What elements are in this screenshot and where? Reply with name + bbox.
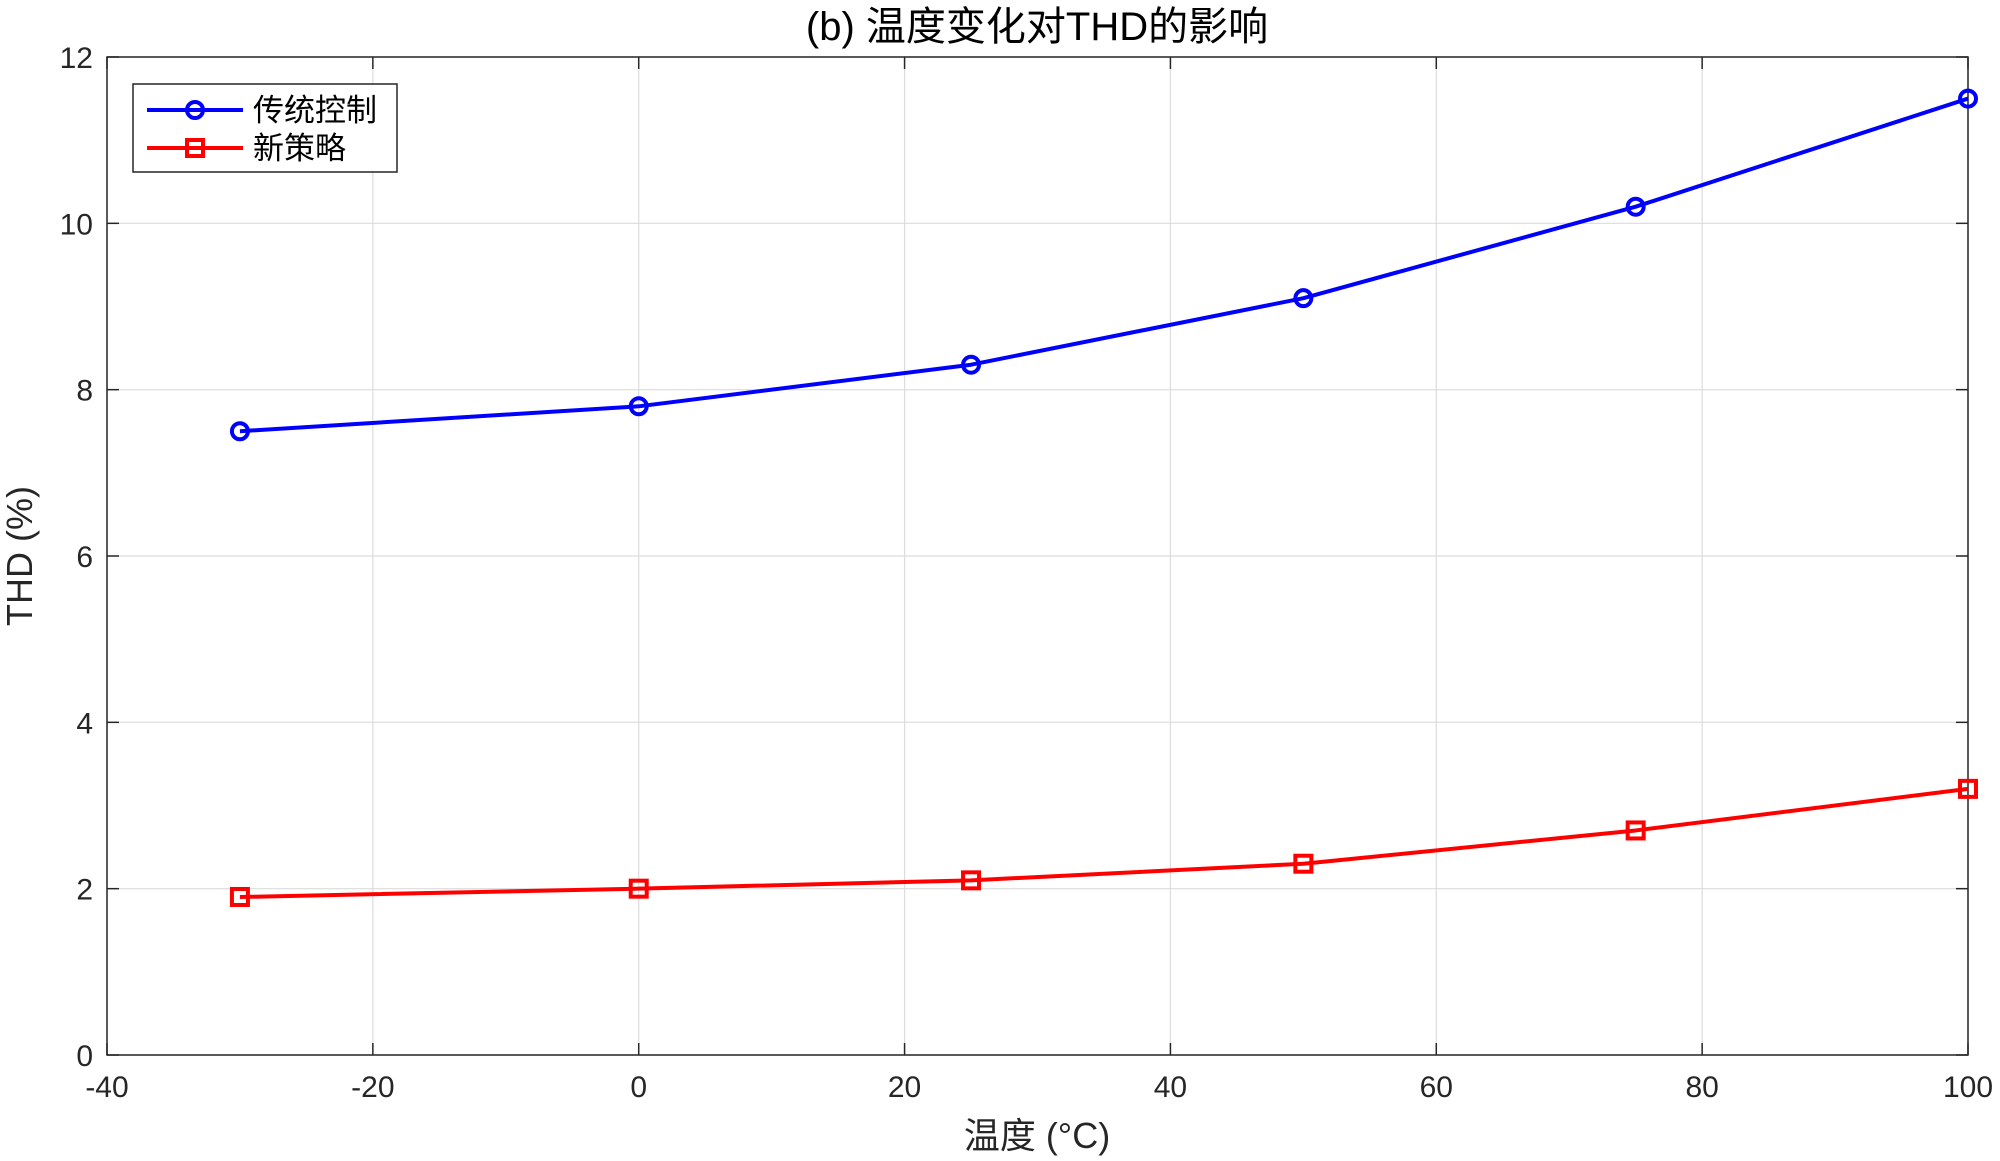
grid bbox=[106, 56, 1969, 1056]
legend-box bbox=[132, 83, 398, 173]
x-tick-label: 100 bbox=[1943, 1071, 1993, 1104]
y-tick-label: 0 bbox=[76, 1040, 93, 1073]
x-tick-label: 0 bbox=[630, 1071, 647, 1104]
legend-label-traditional: 传统控制 bbox=[253, 93, 377, 128]
x-tick-label: 40 bbox=[1154, 1071, 1187, 1104]
y-axis-label: THD (%) bbox=[0, 486, 40, 626]
data-point-circle bbox=[229, 421, 250, 442]
data-point-square bbox=[229, 886, 250, 907]
x-axis-label: 温度 (°C) bbox=[964, 1115, 1110, 1156]
x-tick-label: -20 bbox=[351, 1071, 394, 1104]
x-tick-label: 20 bbox=[888, 1071, 921, 1104]
series bbox=[229, 88, 1978, 907]
data-point-circle bbox=[1293, 288, 1314, 309]
data-point-circle bbox=[961, 354, 982, 375]
y-tick-label: 6 bbox=[76, 541, 93, 574]
data-point-circle bbox=[1958, 88, 1978, 109]
y-tick-label: 8 bbox=[76, 375, 93, 408]
data-point-square bbox=[628, 878, 649, 899]
y-tick-label: 2 bbox=[76, 874, 93, 907]
legend: 传统控制 新策略 bbox=[132, 83, 398, 173]
legend-label-new: 新策略 bbox=[253, 131, 346, 166]
data-point-circle bbox=[1625, 196, 1646, 217]
x-tick-label: 60 bbox=[1420, 1071, 1453, 1104]
series-line-0 bbox=[239, 96, 1969, 434]
y-tick-label: 12 bbox=[60, 42, 93, 75]
legend-marker-square-icon bbox=[185, 138, 205, 158]
y-tick-label: 10 bbox=[60, 208, 93, 241]
y-tick-label: 4 bbox=[76, 707, 93, 740]
data-point-square bbox=[1958, 778, 1978, 799]
ticks: -40 -20 0 20 40 60 80 100 0 2 4 6 8 10 12 bbox=[60, 42, 1993, 1104]
x-tick-label: 80 bbox=[1685, 1071, 1718, 1104]
data-point-square bbox=[1293, 853, 1314, 874]
x-tick-label: -40 bbox=[85, 1071, 128, 1104]
data-point-circle bbox=[628, 396, 649, 417]
series-line-1 bbox=[239, 786, 1969, 899]
data-point-square bbox=[1625, 820, 1646, 841]
legend-marker-circle-icon bbox=[185, 100, 205, 120]
chart-title: (b) 温度变化对THD的影响 bbox=[806, 5, 1268, 49]
data-point-square bbox=[961, 870, 982, 891]
